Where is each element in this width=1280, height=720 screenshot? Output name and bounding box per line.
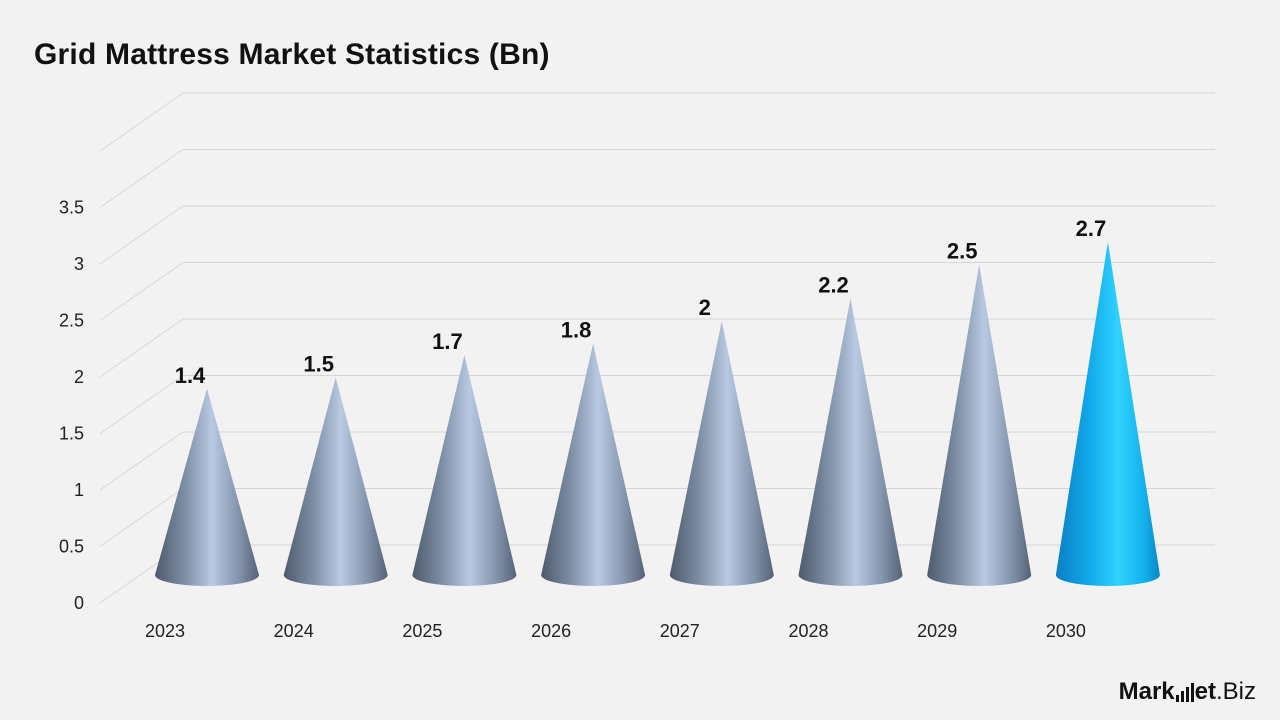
x-tick-label: 2027: [660, 621, 700, 641]
cone-body: [283, 377, 388, 586]
y-tick-label: 1: [74, 480, 84, 500]
data-label: 1.8: [561, 318, 592, 343]
cone-bar: [283, 377, 388, 586]
cone-body: [927, 264, 1032, 586]
grid-diagonal: [99, 431, 184, 491]
data-label: 2.7: [1076, 216, 1107, 241]
x-tick-label: 2023: [145, 621, 185, 641]
cone-body: [798, 298, 903, 586]
grid-diagonal: [99, 262, 184, 321]
grid-diagonal: [99, 488, 184, 547]
cone-bar: [155, 388, 259, 586]
data-label: 1.4: [175, 363, 206, 388]
cone-body: [412, 354, 517, 586]
cone-bar: [541, 343, 646, 586]
y-tick-label: 0: [74, 593, 84, 613]
grid-diagonal: [99, 92, 184, 152]
grid-diagonal: [99, 318, 184, 378]
cone-bar: [669, 321, 774, 586]
x-tick-label: 2028: [788, 621, 828, 641]
cone-body: [669, 321, 774, 586]
data-labels: 1.4 1.5 1.7 1.8 2 2.2 2.5 2.7: [175, 216, 1106, 388]
cones: [155, 241, 1160, 586]
brand-logo: Mark et .Biz: [1118, 678, 1256, 705]
chart-title: Grid Mattress Market Statistics (Bn): [34, 38, 550, 71]
cone-bar: [927, 264, 1032, 586]
y-axis-ticks: 0 0.5 1 1.5 2 2.5 3 3.5: [59, 198, 84, 614]
cone-body: [155, 388, 259, 586]
cone-bar: [1055, 241, 1160, 586]
data-label: 1.5: [303, 352, 334, 377]
x-tick-label: 2030: [1046, 621, 1086, 641]
data-label: 1.7: [432, 329, 463, 354]
data-label: 2.2: [818, 272, 849, 297]
grid-diagonal: [99, 375, 184, 434]
x-tick-label: 2024: [274, 621, 314, 641]
data-label: 2.5: [947, 239, 978, 264]
bar-chart-icon: [1175, 683, 1194, 702]
x-tick-label: 2025: [402, 621, 442, 641]
y-tick-label: 1.5: [59, 424, 84, 444]
y-tick-label: 2.5: [59, 311, 84, 331]
x-tick-label: 2029: [917, 621, 957, 641]
cone-body: [541, 343, 646, 586]
cone-body: [1055, 241, 1160, 586]
x-tick-label: 2026: [531, 621, 571, 641]
y-tick-label: 0.5: [59, 537, 84, 557]
y-tick-label: 3.5: [59, 198, 84, 218]
grid-diagonal: [99, 205, 184, 265]
grid-lines: [99, 92, 1215, 604]
y-tick-label: 3: [74, 254, 84, 274]
data-label: 2: [699, 295, 711, 320]
grid-diagonal: [99, 149, 184, 208]
cone-bar: [412, 354, 517, 586]
y-tick-label: 2: [74, 367, 84, 387]
cone-bar: [798, 298, 903, 586]
x-axis-ticks: 2023 2024 2025 2026 2027 2028 2029 2030: [145, 621, 1086, 641]
